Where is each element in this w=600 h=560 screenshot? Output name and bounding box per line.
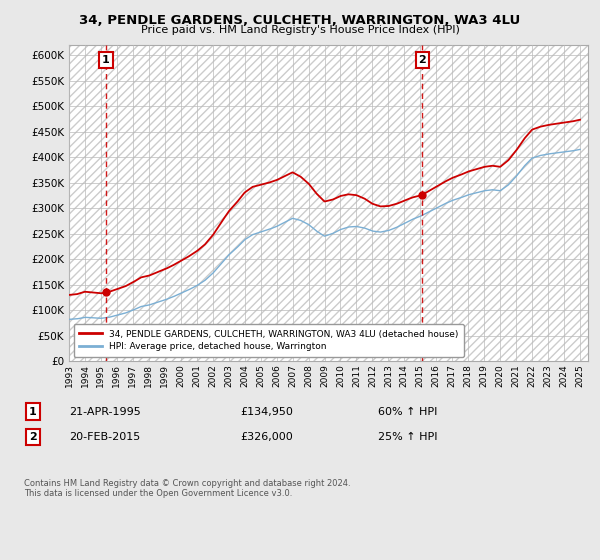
Text: 25% ↑ HPI: 25% ↑ HPI bbox=[378, 432, 437, 442]
HPI: Average price, detached house, Warrington: (2.01e+03, 2.84e+05): Average price, detached house, Warringto… bbox=[416, 213, 424, 220]
Text: 20-FEB-2015: 20-FEB-2015 bbox=[69, 432, 140, 442]
HPI: Average price, detached house, Warrington: (2.02e+03, 3.25e+05): Average price, detached house, Warringto… bbox=[464, 192, 471, 198]
HPI: Average price, detached house, Warrington: (2.02e+03, 3.3e+05): Average price, detached house, Warringto… bbox=[473, 189, 480, 196]
Text: 1: 1 bbox=[29, 407, 37, 417]
HPI: Average price, detached house, Warrington: (2.02e+03, 4.15e+05): Average price, detached house, Warringto… bbox=[577, 146, 584, 153]
34, PENDLE GARDENS, CULCHETH, WARRINGTON, WA3 4LU (detached house) bbox=[464, 169, 471, 175]
HPI: Average price, detached house, Warrington: (2e+03, 9.21e+04): Average price, detached house, Warringto… bbox=[118, 311, 125, 318]
Text: 1: 1 bbox=[102, 55, 110, 65]
Text: 2: 2 bbox=[29, 432, 37, 442]
HPI: Average price, detached house, Warrington: (2.01e+03, 2.63e+05): Average price, detached house, Warringto… bbox=[272, 223, 279, 230]
Text: 21-APR-1995: 21-APR-1995 bbox=[69, 407, 141, 417]
34, PENDLE GARDENS, CULCHETH, WARRINGTON, WA3 4LU (detached house) bbox=[65, 292, 73, 298]
34, PENDLE GARDENS, CULCHETH, WARRINGTON, WA3 4LU (detached house) bbox=[118, 284, 125, 291]
Line: 34, PENDLE GARDENS, CULCHETH, WARRINGTON, WA3 4LU (detached house): 34, PENDLE GARDENS, CULCHETH, WARRINGTON… bbox=[69, 120, 580, 295]
Text: 2: 2 bbox=[418, 55, 426, 65]
Text: Contains HM Land Registry data © Crown copyright and database right 2024.
This d: Contains HM Land Registry data © Crown c… bbox=[24, 479, 350, 498]
Legend: 34, PENDLE GARDENS, CULCHETH, WARRINGTON, WA3 4LU (detached house), HPI: Average: 34, PENDLE GARDENS, CULCHETH, WARRINGTON… bbox=[74, 324, 464, 357]
Line: HPI: Average price, detached house, Warrington: HPI: Average price, detached house, Warr… bbox=[69, 150, 580, 319]
HPI: Average price, detached house, Warrington: (1.99e+03, 8.2e+04): Average price, detached house, Warringto… bbox=[65, 316, 73, 323]
34, PENDLE GARDENS, CULCHETH, WARRINGTON, WA3 4LU (detached house) bbox=[577, 116, 584, 123]
Text: £134,950: £134,950 bbox=[240, 407, 293, 417]
34, PENDLE GARDENS, CULCHETH, WARRINGTON, WA3 4LU (detached house) bbox=[272, 177, 279, 184]
Text: 60% ↑ HPI: 60% ↑ HPI bbox=[378, 407, 437, 417]
Text: £326,000: £326,000 bbox=[240, 432, 293, 442]
34, PENDLE GARDENS, CULCHETH, WARRINGTON, WA3 4LU (detached house) bbox=[473, 166, 480, 172]
HPI: Average price, detached house, Warrington: (2.01e+03, 2.79e+05): Average price, detached house, Warringto… bbox=[290, 216, 298, 222]
Text: 34, PENDLE GARDENS, CULCHETH, WARRINGTON, WA3 4LU: 34, PENDLE GARDENS, CULCHETH, WARRINGTON… bbox=[79, 14, 521, 27]
34, PENDLE GARDENS, CULCHETH, WARRINGTON, WA3 4LU (detached house) bbox=[416, 192, 424, 199]
Text: Price paid vs. HM Land Registry's House Price Index (HPI): Price paid vs. HM Land Registry's House … bbox=[140, 25, 460, 35]
34, PENDLE GARDENS, CULCHETH, WARRINGTON, WA3 4LU (detached house) bbox=[290, 170, 298, 176]
